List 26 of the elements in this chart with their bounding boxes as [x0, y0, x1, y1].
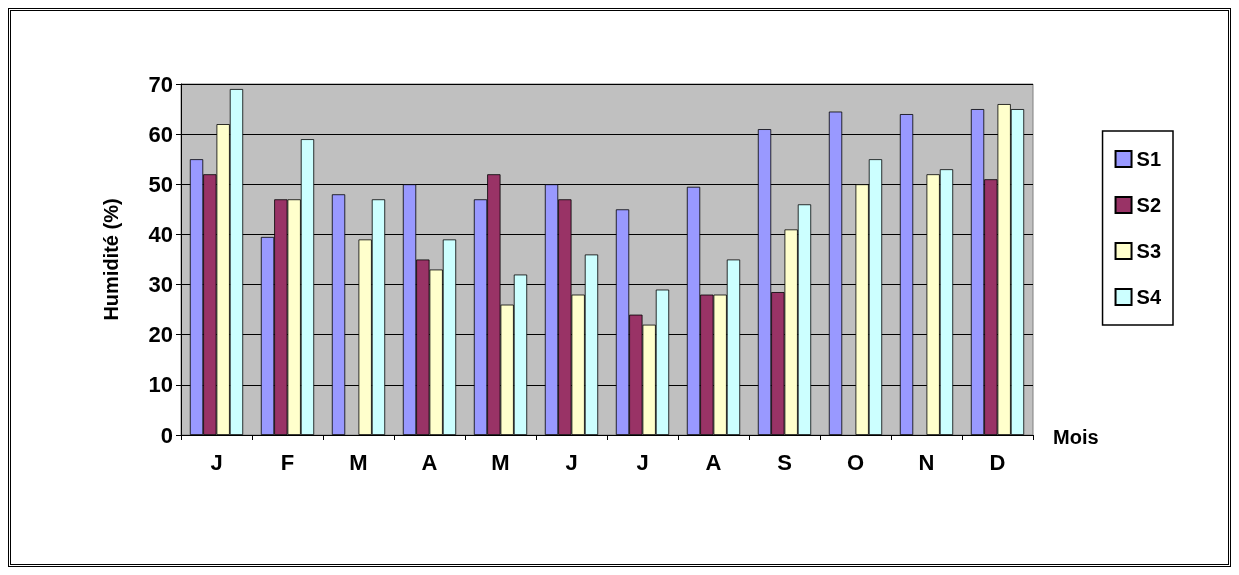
x-tick-label: D	[989, 449, 1006, 475]
x-tick-label: F	[280, 449, 295, 475]
y-tick-label: 30	[148, 272, 173, 298]
x-tick-label: O	[846, 449, 865, 475]
x-tick-label: J	[210, 449, 223, 475]
x-tick-label: M	[491, 449, 510, 475]
y-tick-label: 70	[148, 71, 173, 97]
legend-label: S4	[1136, 286, 1162, 308]
legend-label: S2	[1136, 194, 1162, 216]
x-tick-label: J	[636, 449, 649, 475]
y-tick-label: 10	[148, 372, 173, 398]
x-tick-label: A	[421, 449, 438, 475]
legend-label: S3	[1136, 240, 1162, 262]
y-axis-title: Humidité (%)	[100, 198, 122, 321]
x-tick-label: J	[565, 449, 578, 475]
x-tick-label: M	[349, 449, 368, 475]
x-tick-label: N	[918, 449, 935, 475]
x-tick-label: A	[705, 449, 722, 475]
y-tick-label: 40	[148, 221, 173, 247]
y-tick-label: 0	[160, 422, 173, 448]
x-axis-title: Mois	[1053, 426, 1099, 448]
legend-label: S1	[1136, 148, 1162, 170]
x-tick-label: S	[777, 449, 792, 475]
y-tick-label: 60	[148, 121, 173, 147]
y-tick-label: 50	[148, 171, 173, 197]
y-tick-label: 20	[148, 322, 173, 348]
